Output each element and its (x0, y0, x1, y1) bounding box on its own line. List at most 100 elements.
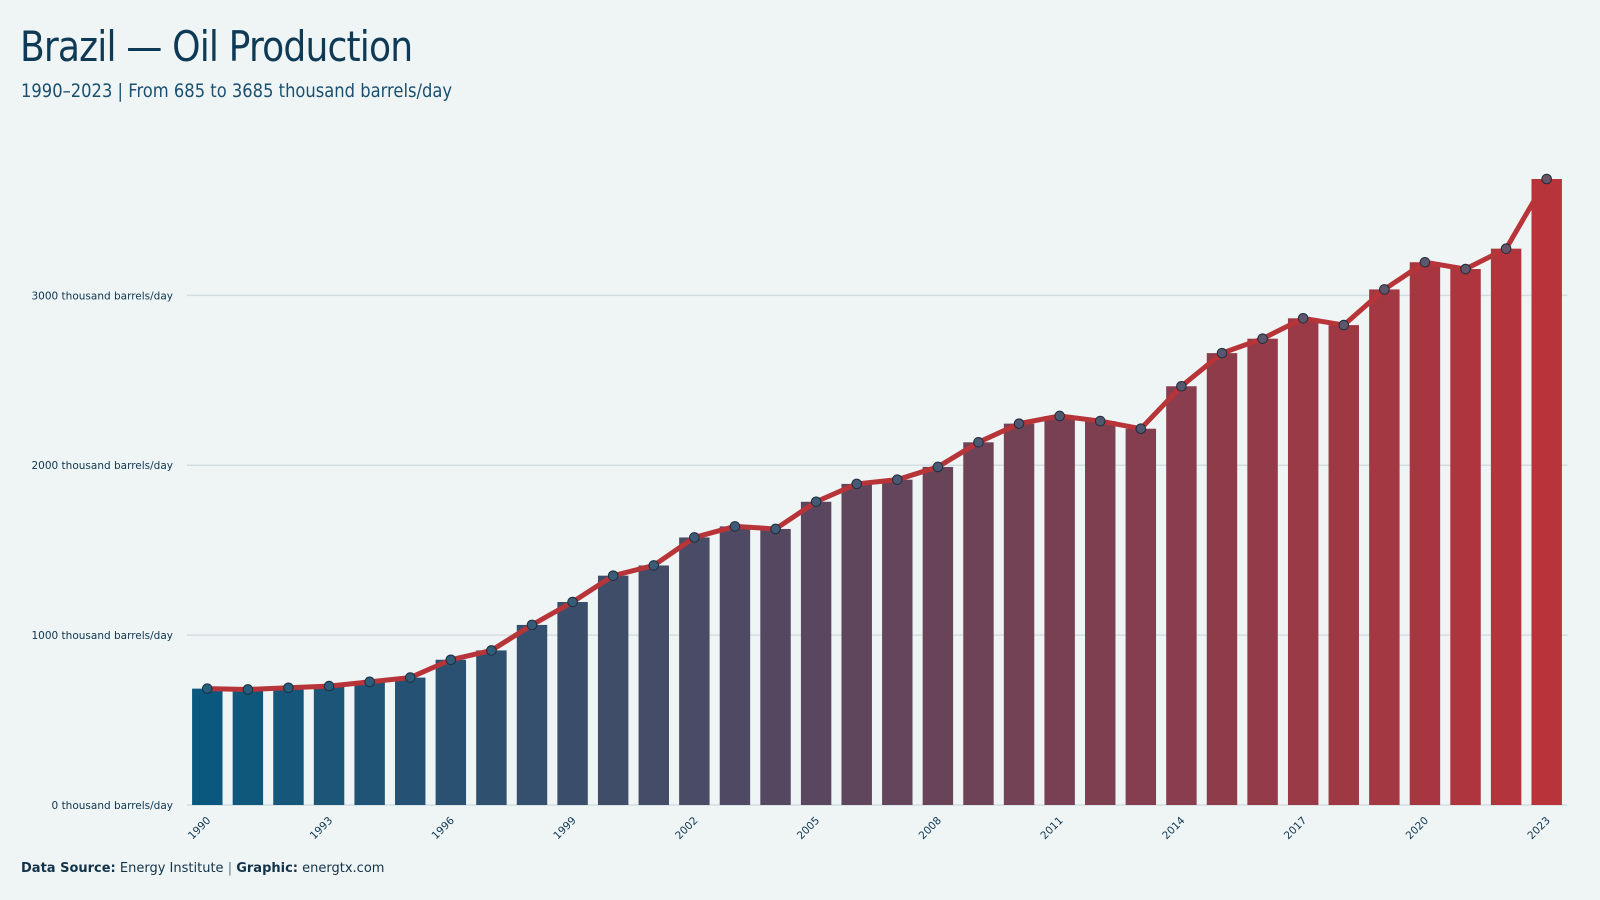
x-tick-label: 2023 (1525, 815, 1552, 842)
x-tick-label: 1999 (551, 815, 578, 842)
bar-2012 (1085, 421, 1116, 805)
point-2002 (689, 532, 700, 543)
point-2017 (1297, 312, 1309, 324)
bar-2007 (882, 479, 913, 805)
point-2016 (1257, 333, 1268, 344)
point-2014 (1176, 380, 1187, 392)
bar-1996 (435, 659, 467, 805)
point-1992 (283, 682, 294, 694)
x-tick-label: 2008 (917, 815, 944, 842)
bar-2000 (597, 575, 629, 805)
point-1994 (364, 676, 375, 688)
bar-2008 (922, 466, 954, 805)
x-tick-label: 1990 (186, 815, 213, 842)
graphic-label: Graphic: (236, 861, 298, 876)
point-2003 (729, 521, 741, 532)
point-2009 (973, 437, 984, 448)
bar-2018 (1328, 325, 1359, 805)
gridlines (187, 294, 1567, 806)
y-tick-label: 1000 thousand barrels/day (32, 630, 174, 642)
point-2000 (607, 570, 619, 581)
point-1997 (486, 645, 497, 656)
bar-1998 (516, 624, 548, 805)
bar-2023 (1531, 179, 1562, 805)
trend-line (204, 176, 1550, 692)
point-2011 (1054, 410, 1065, 422)
bar-2013 (1125, 428, 1157, 805)
x-axis: 1990 1993 1996 1999 2002 2005 2008 2011 2014 2017… (186, 814, 1553, 842)
source-value: Energy Institute (119, 861, 224, 876)
bars (192, 179, 1562, 806)
x-tick-label: 2011 (1038, 815, 1065, 842)
data-points (201, 173, 1553, 695)
bar-2009 (963, 442, 994, 805)
bar-1995 (395, 677, 426, 805)
bar-2014 (1166, 386, 1197, 805)
y-tick-label: 2000 thousand barrels/day (32, 460, 174, 472)
footer-separator: | (227, 861, 233, 876)
bar-2019 (1369, 289, 1400, 805)
point-2004 (770, 523, 781, 535)
point-1993 (323, 680, 335, 692)
x-tick-label: 1996 (430, 814, 458, 842)
x-tick-label: 2005 (795, 815, 822, 842)
point-1995 (404, 672, 416, 683)
point-2013 (1135, 423, 1147, 435)
point-2008 (932, 461, 944, 473)
chart-title: Brazil — Oil Production (20, 22, 413, 71)
graphic-value: energtx.com (302, 861, 385, 876)
point-2007 (891, 474, 903, 485)
point-2010 (1013, 418, 1025, 429)
bar-1999 (557, 601, 588, 805)
bar-2005 (800, 501, 832, 805)
point-2018 (1338, 319, 1350, 331)
point-1999 (567, 596, 578, 608)
point-2023 (1541, 173, 1553, 185)
bar-2003 (719, 526, 751, 805)
point-2012 (1094, 415, 1106, 427)
bar-2017 (1287, 318, 1319, 805)
series-line (204, 176, 1550, 692)
bar-1994 (354, 681, 385, 805)
bar-2020 (1409, 262, 1441, 805)
y-tick-label: 0 thousand barrels/day (52, 800, 173, 812)
bar-2011 (1044, 415, 1075, 805)
point-2022 (1500, 243, 1512, 254)
footer-credits: Data Source: Energy Institute | Graphic:… (21, 861, 384, 876)
point-1998 (526, 619, 538, 631)
point-1996 (445, 654, 457, 666)
point-1991 (242, 684, 254, 695)
point-2019 (1379, 284, 1390, 295)
x-tick-label: 2014 (1160, 814, 1188, 842)
bar-2002 (679, 537, 710, 805)
bar-1990 (192, 688, 223, 805)
point-1990 (201, 683, 213, 694)
bar-2021 (1450, 269, 1481, 805)
point-2006 (851, 478, 863, 490)
source-label: Data Source: (21, 861, 116, 876)
x-tick-label: 2020 (1404, 815, 1431, 842)
bar-1997 (476, 650, 507, 805)
y-axis: 0 thousand barrels/day 1000 thousand barr… (32, 290, 174, 812)
chart-subtitle: 1990–2023 | From 685 to 3685 thousand ba… (21, 80, 453, 102)
bar-2010 (1003, 423, 1035, 805)
bar-2022 (1490, 248, 1522, 806)
x-tick-label: 2002 (673, 815, 700, 842)
bar-1992 (273, 687, 304, 805)
bar-2016 (1247, 338, 1278, 805)
bar-2006 (841, 483, 872, 805)
bar-1993 (313, 686, 345, 805)
point-2015 (1216, 347, 1228, 359)
x-tick-label: 2017 (1282, 815, 1309, 842)
bar-1991 (232, 689, 264, 805)
bar-2004 (760, 528, 791, 805)
point-2001 (648, 560, 660, 571)
y-tick-label: 3000 thousand barrels/day (32, 290, 174, 302)
x-tick-label: 1993 (308, 815, 335, 842)
point-2021 (1460, 263, 1471, 275)
bar-2015 (1206, 353, 1238, 805)
point-2005 (810, 496, 822, 508)
point-2020 (1419, 256, 1431, 268)
bar-2001 (638, 565, 669, 805)
